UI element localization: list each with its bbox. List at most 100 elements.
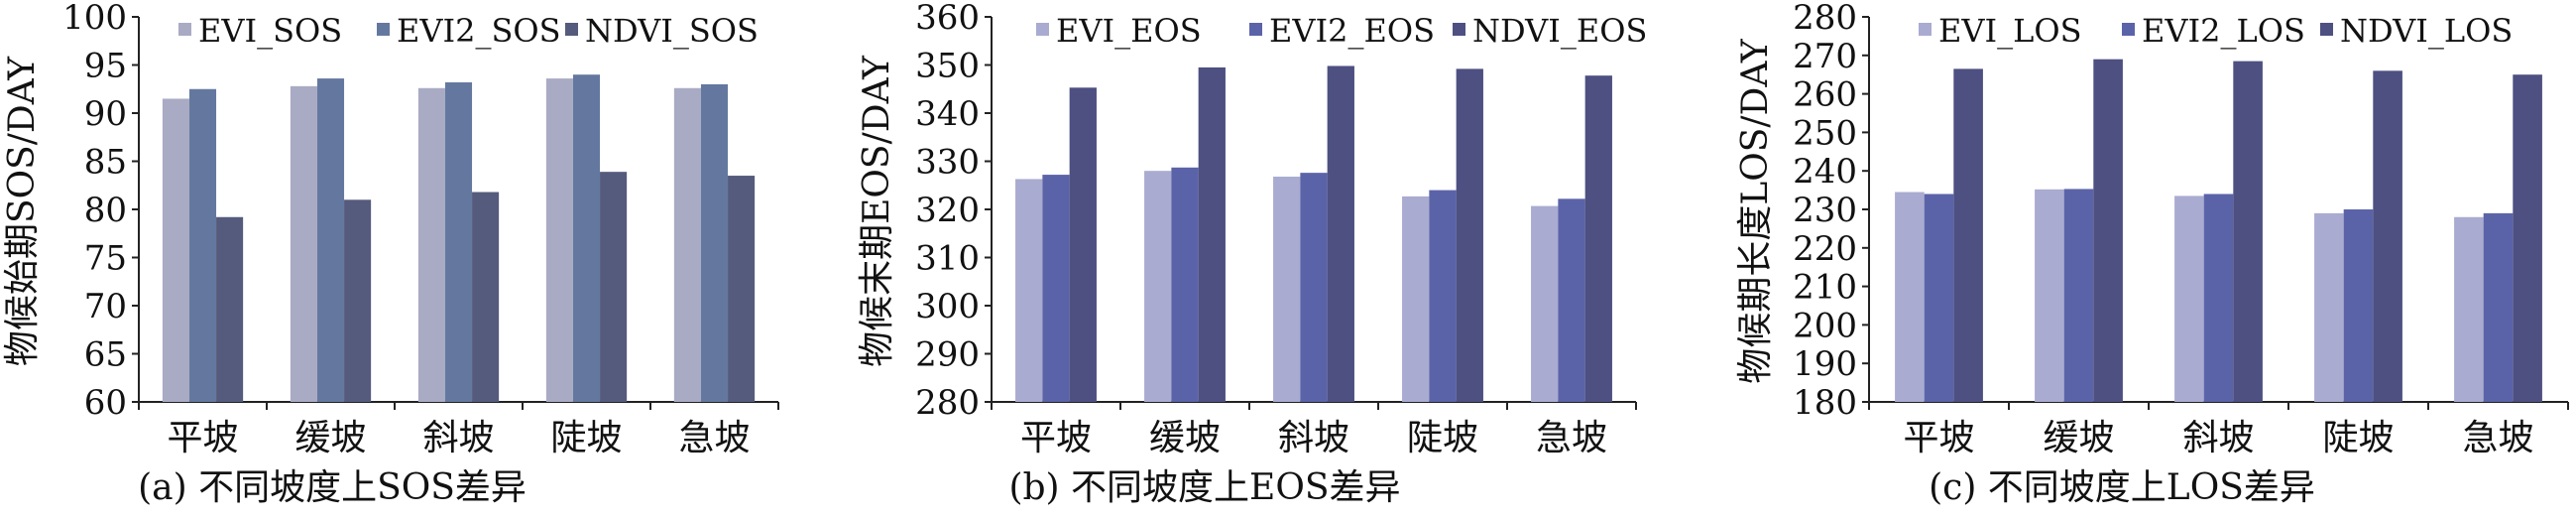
legend-swatch xyxy=(1036,23,1049,36)
y-tick-label: 75 xyxy=(84,239,127,279)
bar xyxy=(188,88,217,402)
legend-swatch xyxy=(2122,23,2135,36)
bar xyxy=(1144,171,1172,402)
legend-label: EVI_EOS xyxy=(1056,12,1202,50)
x-tick-label: 平坡 xyxy=(167,418,238,458)
bar xyxy=(1015,179,1043,402)
bar xyxy=(2174,195,2204,402)
x-tick-label: 陡坡 xyxy=(2322,418,2394,458)
bar xyxy=(1171,167,1199,402)
legend-label: EVI2_SOS xyxy=(397,12,561,50)
y-tick-label: 280 xyxy=(1793,0,1857,38)
y-axis-label: 物候始期SOS/DAY xyxy=(2,56,43,366)
x-tick-label: 斜坡 xyxy=(1278,418,1349,458)
x-tick-label: 缓坡 xyxy=(2043,418,2114,458)
bar xyxy=(1300,173,1328,402)
y-axis-label: 物候末期EOS/DAY xyxy=(857,55,897,367)
legend-label: EVI_SOS xyxy=(198,12,342,50)
y-tick-label: 300 xyxy=(915,287,980,326)
y-tick-label: 100 xyxy=(62,0,127,38)
legend-label: EVI2_EOS xyxy=(1269,12,1435,50)
bar xyxy=(162,98,189,402)
bar xyxy=(1327,65,1354,402)
bar xyxy=(1558,198,1585,402)
y-tick-label: 80 xyxy=(84,191,127,230)
bar xyxy=(2063,189,2094,402)
bar xyxy=(545,78,573,402)
bar xyxy=(1584,75,1612,403)
legend-swatch xyxy=(1453,23,1465,36)
y-tick-label: 190 xyxy=(1793,344,1857,384)
panel-eos: 物候末期EOS/DAY (b) 不同坡度上EOS差异 280 290 300 310 3… xyxy=(857,0,1647,508)
y-tick-label: 65 xyxy=(84,335,127,375)
bar xyxy=(673,87,701,402)
bar xyxy=(572,74,601,402)
x-tick-label: 斜坡 xyxy=(2182,418,2254,458)
panel-los: 物候期长度LOS/DAY (c) 不同坡度上LOS差异 180190200210… xyxy=(1735,0,2569,508)
y-tick-label: 180 xyxy=(1793,383,1857,423)
bar xyxy=(2454,216,2484,402)
y-tick-label: 280 xyxy=(915,383,980,423)
y-tick-label: 310 xyxy=(915,239,980,279)
bar xyxy=(1402,195,1430,402)
x-tick-label: 陡坡 xyxy=(550,418,622,458)
y-tick-label: 240 xyxy=(1793,152,1857,192)
bar xyxy=(1198,66,1226,403)
y-tick-label: 340 xyxy=(915,94,980,134)
panel-caption: (c) 不同坡度上LOS差异 xyxy=(1929,467,2315,508)
bar xyxy=(2203,194,2234,402)
y-tick-label: 70 xyxy=(84,287,127,326)
panel-caption: (b) 不同坡度上EOS差异 xyxy=(1008,467,1400,508)
x-tick-label: 平坡 xyxy=(1020,418,1092,458)
bar xyxy=(344,199,372,402)
panel-caption: (a) 不同坡度上SOS差异 xyxy=(138,467,527,508)
bar xyxy=(472,192,500,402)
legend-swatch xyxy=(1919,23,1932,36)
x-tick-label: 陡坡 xyxy=(1407,418,1478,458)
bar xyxy=(1042,175,1070,402)
legend-label: EVI_LOS xyxy=(1938,12,2082,50)
y-tick-label: 320 xyxy=(915,191,980,230)
y-tick-label: 85 xyxy=(84,143,127,183)
legend-swatch xyxy=(1249,23,1262,36)
bar xyxy=(1273,177,1301,402)
bar xyxy=(700,83,729,403)
legend-swatch xyxy=(2320,23,2333,36)
y-tick-label: 200 xyxy=(1793,306,1857,345)
x-tick-label: 平坡 xyxy=(1903,418,1974,458)
legend-swatch xyxy=(377,23,390,36)
bar xyxy=(1429,190,1457,402)
bar xyxy=(1895,192,1925,402)
y-tick-label: 360 xyxy=(915,0,980,38)
bar xyxy=(290,85,317,402)
y-tick-label: 95 xyxy=(84,47,127,86)
x-tick-label: 急坡 xyxy=(1536,418,1607,458)
bar xyxy=(1953,68,1983,402)
bar xyxy=(1456,68,1483,402)
y-tick-label: 90 xyxy=(84,94,127,134)
bar xyxy=(444,81,473,403)
bar xyxy=(600,172,628,402)
bar xyxy=(2093,59,2123,403)
legend-label: NDVI_EOS xyxy=(1472,12,1647,50)
bar xyxy=(2233,61,2263,403)
bar xyxy=(2373,70,2402,402)
y-tick-label: 260 xyxy=(1793,75,1857,115)
y-axis-label: 物候期长度LOS/DAY xyxy=(1735,38,1776,384)
x-tick-label: 斜坡 xyxy=(422,418,494,458)
y-tick-label: 60 xyxy=(84,383,127,423)
legend-swatch xyxy=(565,23,578,36)
bar xyxy=(2513,74,2542,402)
y-tick-label: 220 xyxy=(1793,229,1857,269)
bar xyxy=(2343,209,2374,402)
legend-label: EVI2_LOS xyxy=(2142,12,2305,50)
y-tick-label: 210 xyxy=(1793,268,1857,308)
y-tick-label: 250 xyxy=(1793,113,1857,153)
y-tick-label: 350 xyxy=(915,47,980,86)
bar xyxy=(316,78,345,402)
bar xyxy=(417,87,445,402)
legend-label: NDVI_LOS xyxy=(2340,12,2513,50)
y-tick-label: 230 xyxy=(1793,191,1857,230)
